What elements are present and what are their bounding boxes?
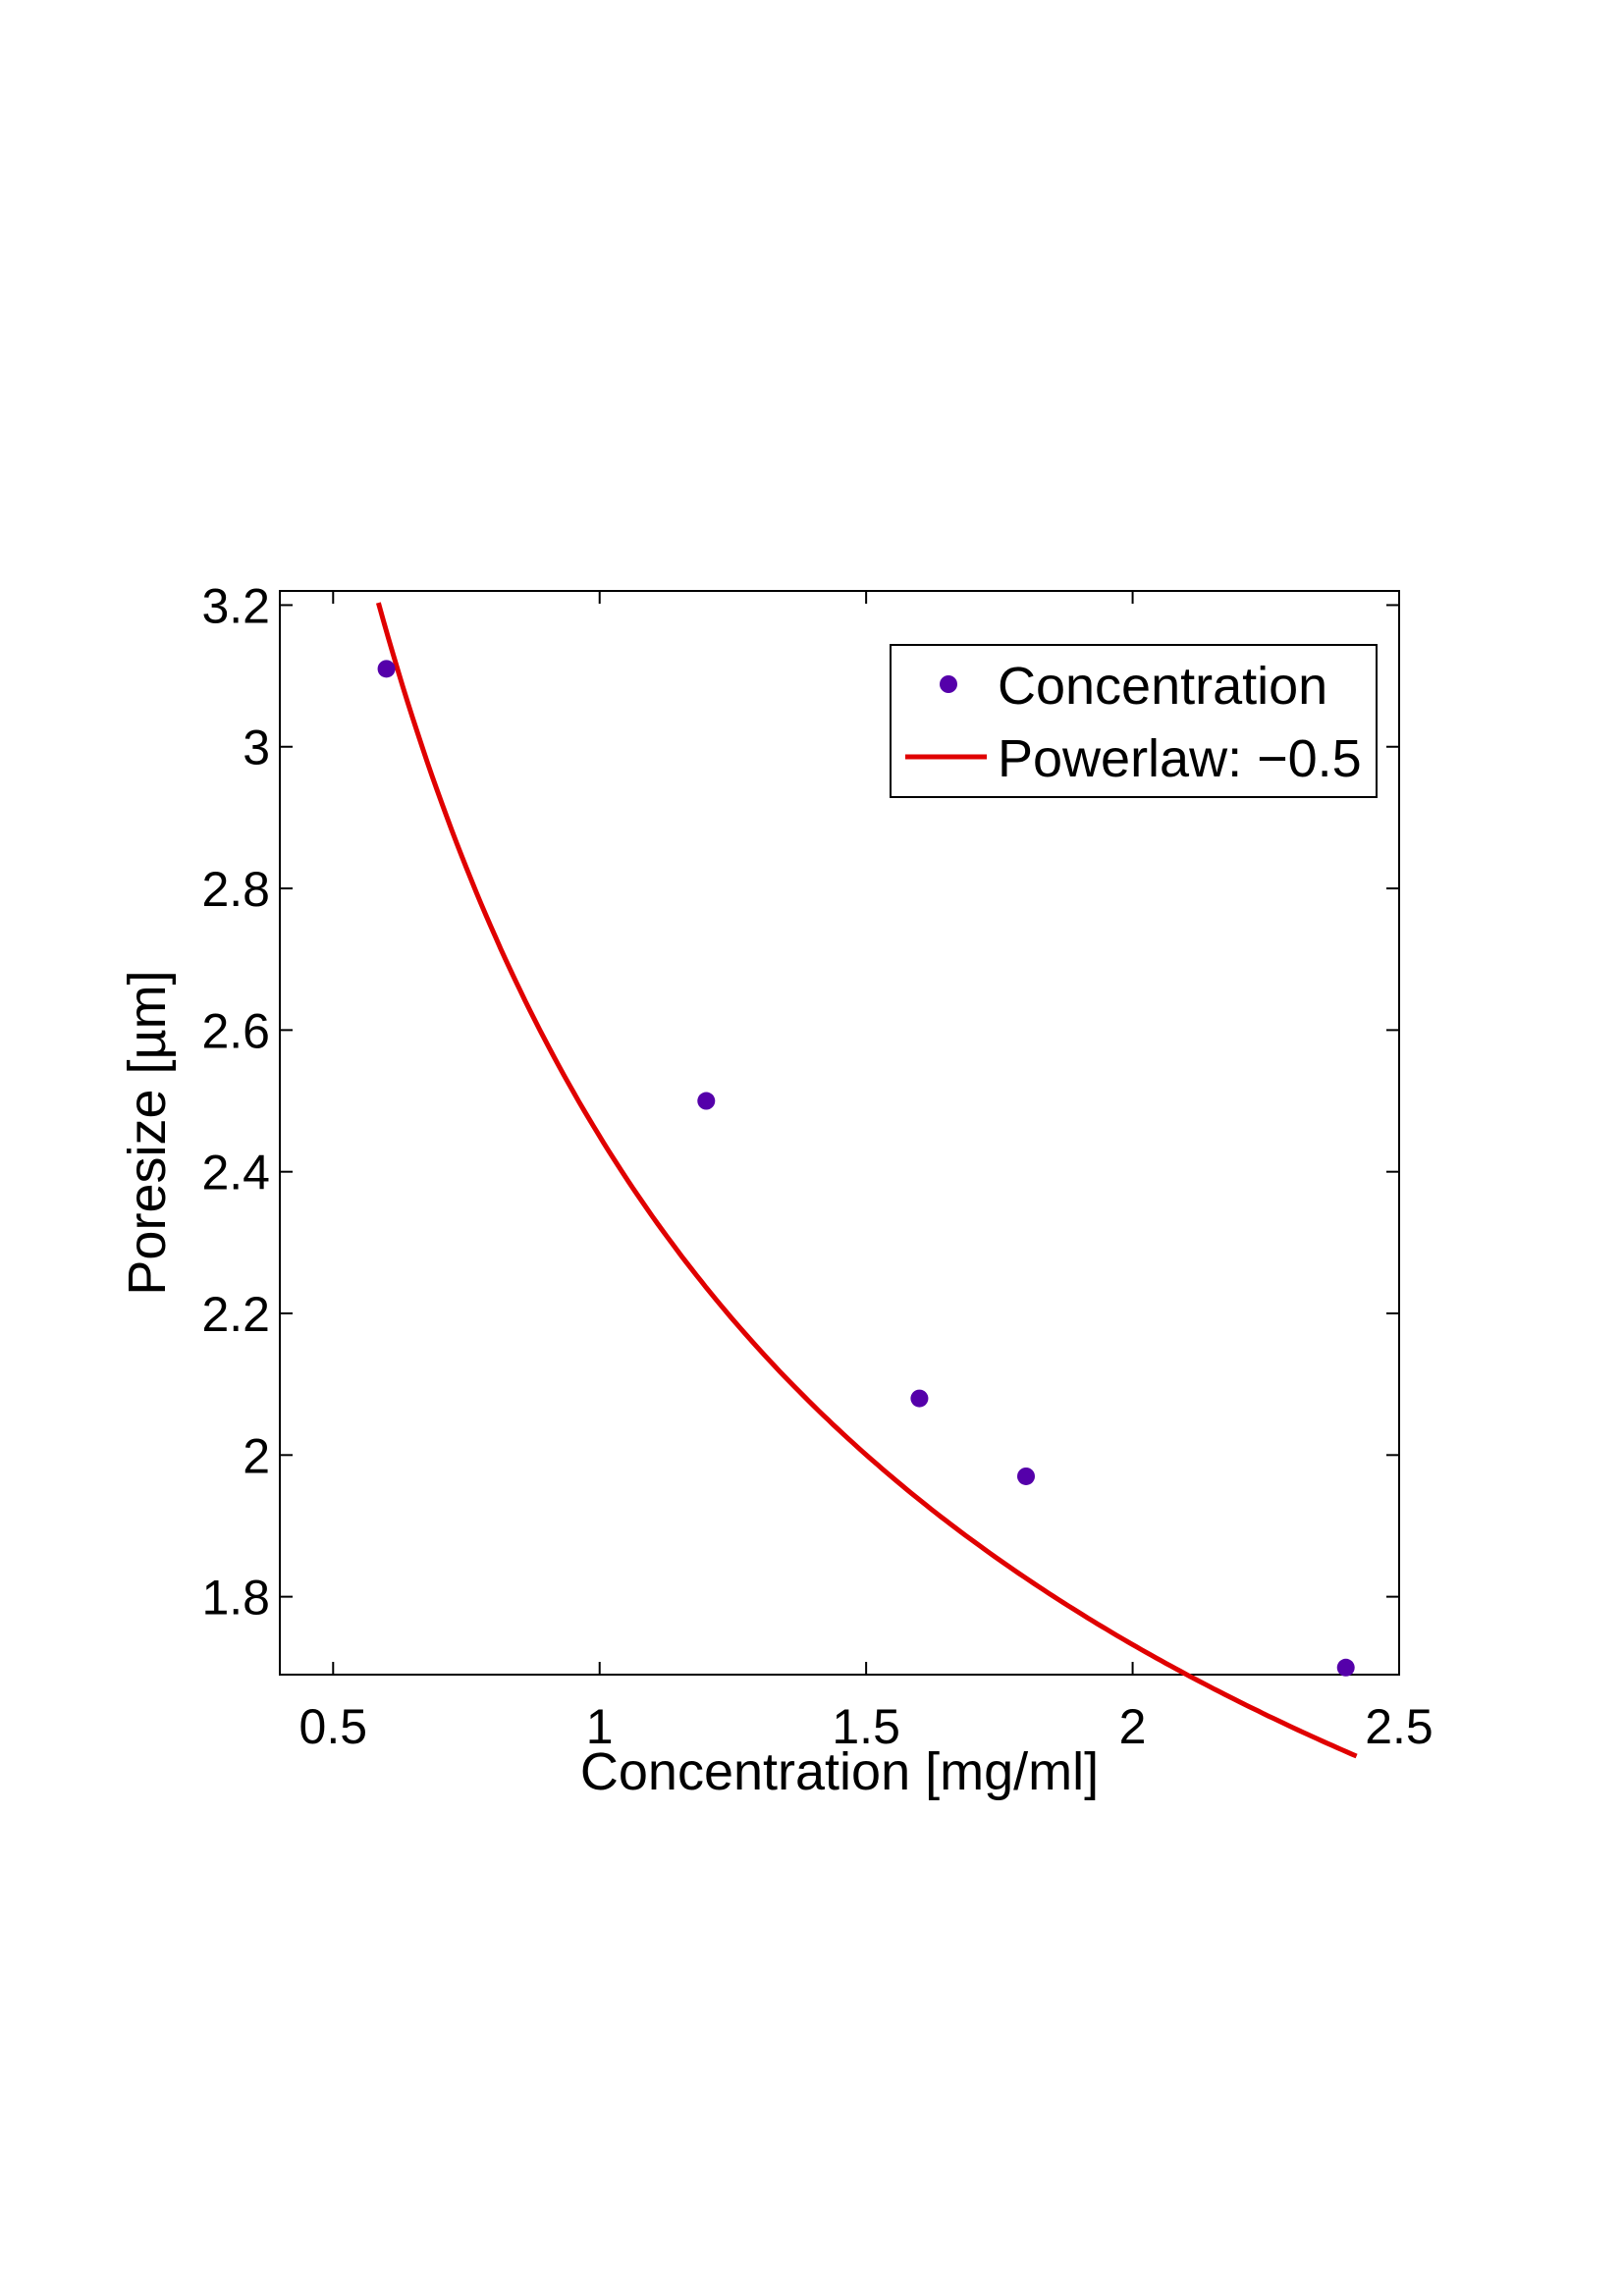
legend-label-powerlaw: Powerlaw: −0.5 (998, 729, 1362, 788)
x-axis: 0.5 1 1.5 2 2.5 (299, 591, 1434, 1754)
data-point (377, 660, 396, 678)
x-tick-label: 2 (1119, 1699, 1147, 1754)
x-tick-label: 0.5 (299, 1699, 368, 1754)
y-tick-label: 3.2 (201, 578, 270, 633)
legend-label-concentration: Concentration (998, 657, 1327, 716)
y-tick-label: 2.4 (201, 1146, 270, 1201)
y-tick-label: 3 (243, 721, 270, 775)
y-tick-label: 2.6 (201, 1003, 270, 1058)
y-tick-label: 2 (243, 1428, 270, 1483)
scatter-series (377, 660, 1355, 1677)
y-tick-label: 2.2 (201, 1287, 270, 1342)
legend-box (890, 644, 1378, 798)
data-point (910, 1389, 929, 1408)
x-tick-label: 1.5 (832, 1699, 900, 1754)
data-point (1336, 1658, 1355, 1677)
x-tick-label: 2.5 (1365, 1699, 1434, 1754)
y-tick-label: 1.8 (201, 1571, 270, 1626)
x-tick-label: 1 (586, 1699, 614, 1754)
legend: Concentration Powerlaw: −0.5 (890, 644, 1378, 798)
y-axis: 1.8 2 2.2 2.4 2.6 2.8 3 3.2 (201, 578, 1399, 1626)
fit-line-series (375, 602, 1358, 1759)
y-axis-label: Poresize [µm] (118, 970, 177, 1295)
data-point (1017, 1467, 1035, 1485)
data-point (697, 1092, 716, 1110)
legend-marker-concentration (940, 675, 957, 693)
powerlaw-fit-line (375, 602, 1358, 1759)
y-tick-label: 2.8 (201, 862, 270, 917)
x-axis-label: Concentration [mg/ml] (580, 1742, 1099, 1801)
